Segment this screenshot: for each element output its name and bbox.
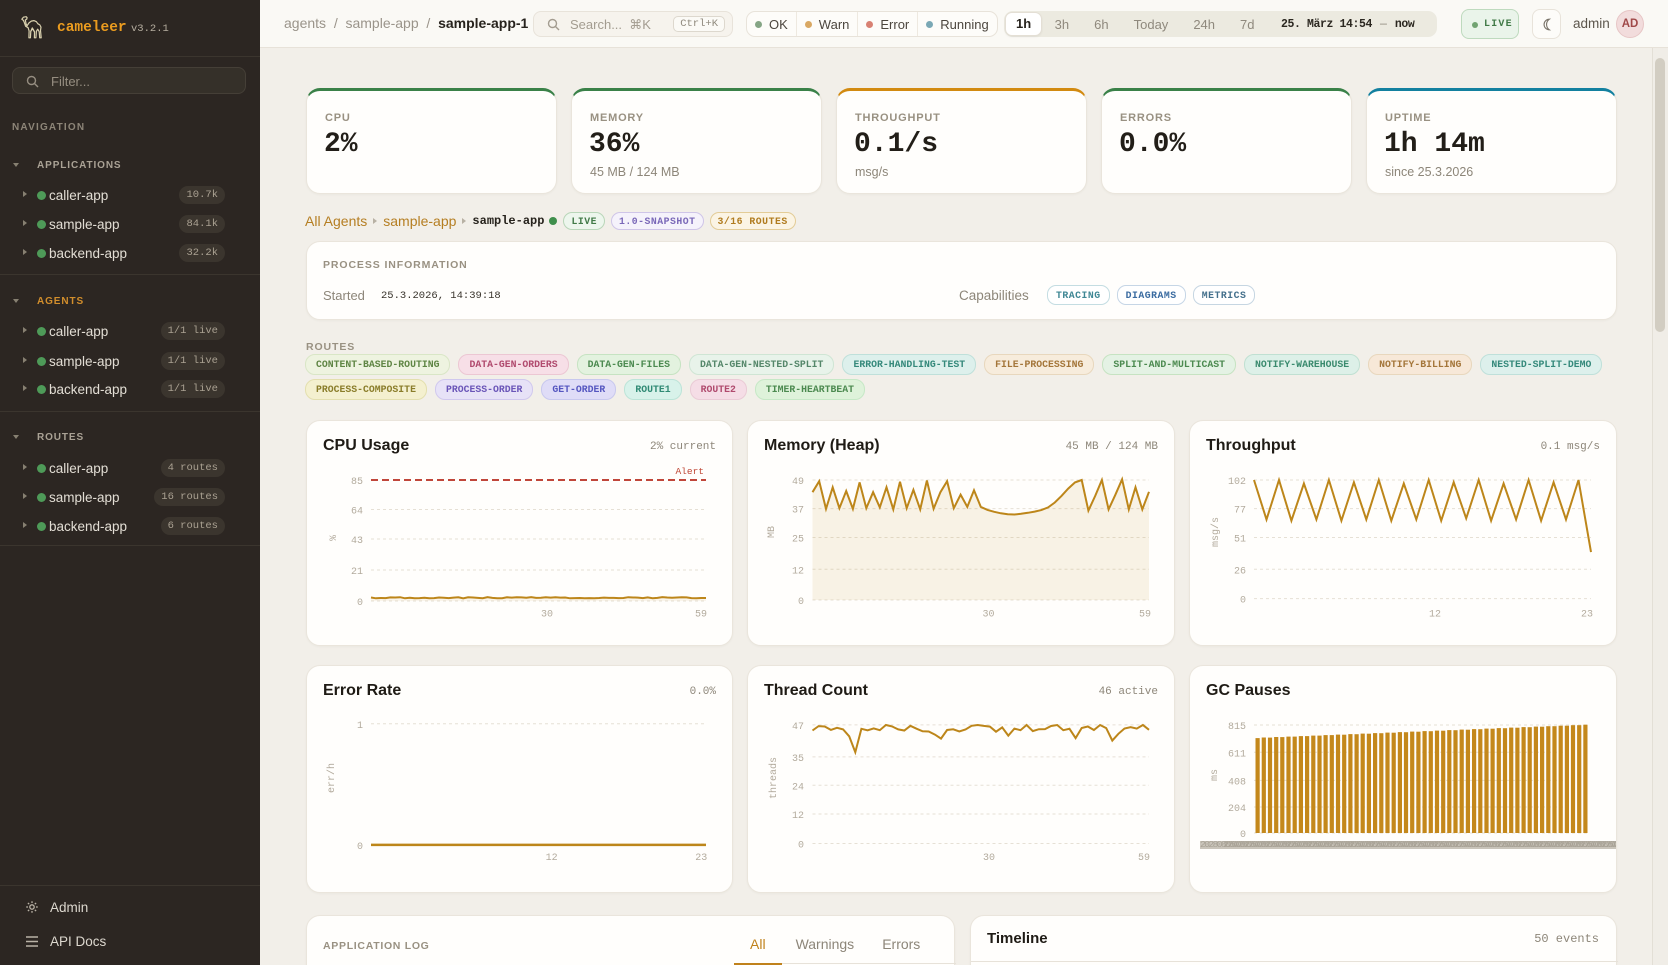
svg-text:12: 12 [792, 811, 804, 822]
svg-text:0: 0 [1240, 596, 1246, 607]
svg-text:26: 26 [1234, 566, 1246, 577]
svg-text:0: 0 [798, 597, 804, 608]
svg-text:30: 30 [541, 610, 553, 621]
svg-text:ms: ms [1210, 769, 1221, 781]
svg-text:msg/s: msg/s [1210, 517, 1222, 547]
svg-text:12: 12 [1429, 610, 1441, 621]
svg-text:51: 51 [1234, 535, 1246, 546]
svg-text:37: 37 [792, 506, 804, 517]
svg-text:0: 0 [798, 841, 804, 852]
svg-text:35: 35 [792, 754, 804, 765]
svg-text:MB: MB [767, 526, 778, 538]
svg-text:611: 611 [1228, 749, 1246, 760]
svg-text:err/h: err/h [326, 763, 338, 793]
svg-text:102: 102 [1228, 477, 1246, 488]
svg-text:59: 59 [1138, 853, 1150, 864]
svg-text:30: 30 [982, 610, 994, 621]
svg-text:30: 30 [983, 853, 995, 864]
svg-text:64: 64 [351, 507, 363, 518]
svg-text:0: 0 [357, 598, 363, 609]
svg-text:25: 25 [792, 535, 804, 546]
svg-text:204: 204 [1228, 804, 1246, 815]
svg-text:24: 24 [792, 782, 804, 793]
svg-text:43: 43 [351, 536, 363, 547]
svg-text:1: 1 [357, 721, 363, 732]
svg-text:59: 59 [1139, 610, 1151, 621]
svg-text:59: 59 [695, 610, 707, 621]
svg-text:23: 23 [695, 853, 707, 864]
svg-text:49: 49 [792, 477, 804, 488]
svg-text:47: 47 [792, 722, 804, 733]
svg-text:85: 85 [351, 477, 363, 488]
svg-text:21: 21 [351, 567, 363, 578]
svg-text:408: 408 [1228, 777, 1246, 788]
svg-text:%: % [329, 535, 340, 541]
svg-text:12: 12 [792, 566, 804, 577]
svg-text:threads: threads [768, 757, 780, 799]
svg-text:Alert: Alert [675, 466, 704, 477]
svg-text:0: 0 [357, 842, 363, 853]
svg-text:12: 12 [546, 853, 558, 864]
svg-text:815: 815 [1228, 722, 1246, 733]
svg-text:77: 77 [1234, 506, 1246, 517]
svg-text:0: 0 [1240, 830, 1246, 841]
svg-text:23: 23 [1581, 610, 1593, 621]
